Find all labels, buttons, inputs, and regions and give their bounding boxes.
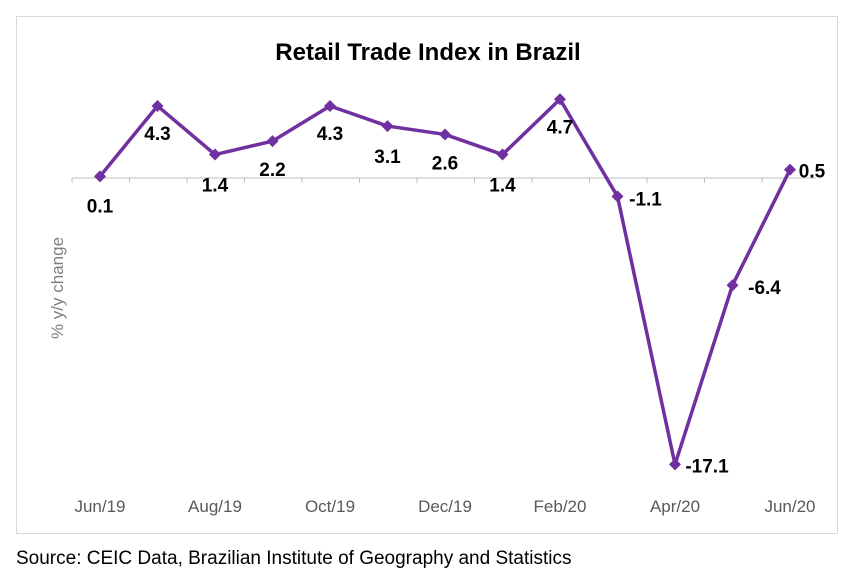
data-point-marker: [496, 148, 509, 161]
x-tick-labels: Jun/19 Aug/19 Oct/19 Dec/19 Feb/20 Apr/20 Jun/…: [74, 497, 815, 516]
source-note: Source: CEIC Data, Brazilian Institute o…: [16, 548, 572, 569]
data-label: 0.5: [799, 162, 826, 183]
data-point-marker: [611, 190, 624, 203]
data-label: 2.2: [259, 160, 285, 181]
data-point-marker: [554, 93, 566, 106]
chart-frame: [16, 16, 838, 534]
data-point-marker: [381, 120, 394, 133]
x-tick-label: Dec/19: [418, 497, 472, 516]
data-point-marker: [94, 170, 106, 183]
data-point-marker: [439, 128, 451, 141]
data-labels: 0.1 4.3 1.4 2.2 4.3 3.1 2.6 1.4 4.7 -1.1 -17.1 -6.4…: [87, 117, 826, 477]
data-point-marker: [669, 458, 681, 471]
x-tick-label: Apr/20: [650, 497, 700, 516]
data-label: 1.4: [202, 176, 229, 197]
data-label: 3.1: [374, 147, 401, 168]
data-label: 4.7: [547, 117, 573, 138]
data-point-marker: [151, 99, 164, 112]
x-tick-label: Jun/19: [74, 497, 125, 516]
data-label: 1.4: [489, 176, 516, 197]
data-point-marker: [266, 135, 279, 148]
data-label: -6.4: [748, 278, 781, 299]
x-tick-label: Aug/19: [188, 497, 242, 516]
x-tick-label: Jun/20: [764, 497, 815, 516]
data-label: 0.1: [87, 196, 114, 217]
x-tick-label: Oct/19: [305, 497, 355, 516]
data-label: 2.6: [432, 153, 458, 174]
data-point-marker: [324, 99, 336, 112]
chart-title: Retail Trade Index in Brazil: [275, 39, 580, 66]
y-axis-label: % y/y change: [48, 237, 67, 339]
data-point-marker: [726, 279, 739, 292]
x-tick-label: Feb/20: [534, 497, 587, 516]
data-point-marker: [784, 163, 796, 176]
data-point-marker: [209, 148, 221, 161]
data-label: -1.1: [629, 189, 662, 210]
data-label: 4.3: [144, 124, 170, 145]
data-markers: [94, 93, 796, 471]
x-axis-ticks: [71, 178, 763, 183]
data-label: 4.3: [317, 124, 343, 145]
data-label: -17.1: [685, 456, 729, 477]
